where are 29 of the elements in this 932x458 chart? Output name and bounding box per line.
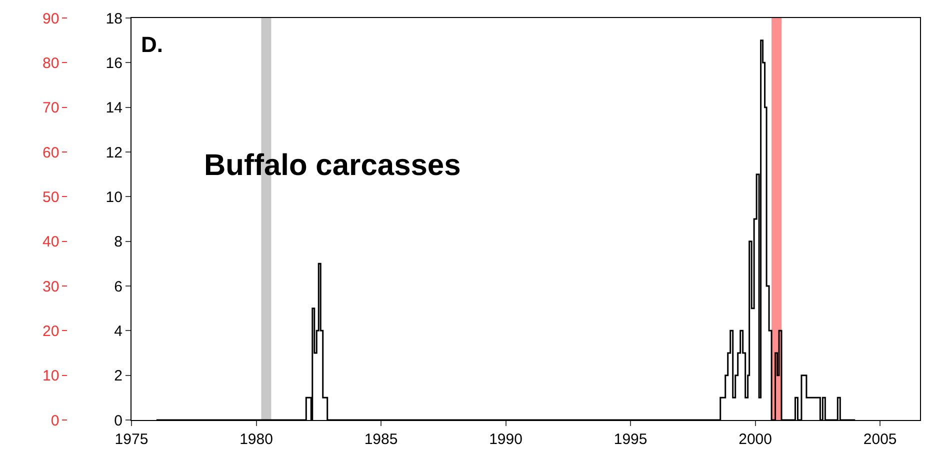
x-tick-label: 1985 [364, 431, 398, 448]
y2-tick-label: 80 [42, 54, 60, 72]
annotation: Buffalo carcasses [204, 149, 461, 182]
y-tick-label: 2 [114, 368, 122, 385]
x-tick-label: 1990 [489, 431, 522, 448]
x-tick-label: 2005 [863, 431, 897, 448]
y-tick-label: 8 [114, 234, 122, 251]
y-tick-label: 14 [106, 100, 122, 117]
y-tick-label: 12 [106, 144, 122, 162]
y2-tick-label: 20 [42, 322, 60, 340]
y-tick-label: 10 [106, 188, 122, 206]
y2-tick-label: 40 [42, 234, 60, 251]
y-tick-label: 4 [114, 322, 122, 340]
y2-tick-label: 70 [42, 100, 60, 117]
y2-tick-label: 10 [42, 368, 60, 385]
y2-tick-label: 50 [42, 188, 60, 206]
y-tick-label: 16 [106, 54, 122, 72]
x-tick-label: 1975 [114, 431, 148, 448]
y2-tick-label: 30 [42, 278, 60, 296]
y2-tick-label: 90 [42, 10, 60, 28]
x-tick-label: 2000 [738, 431, 772, 448]
annotation: D. [141, 32, 163, 57]
y-tick-label: 18 [106, 10, 122, 28]
y-tick-label: 0 [114, 412, 122, 430]
y2-tick-label: 60 [42, 144, 60, 162]
y2-tick-label: 0 [50, 412, 60, 430]
x-tick-label: 1980 [240, 431, 273, 448]
y-tick-label: 6 [114, 278, 122, 296]
x-tick-label: 1995 [614, 431, 648, 448]
